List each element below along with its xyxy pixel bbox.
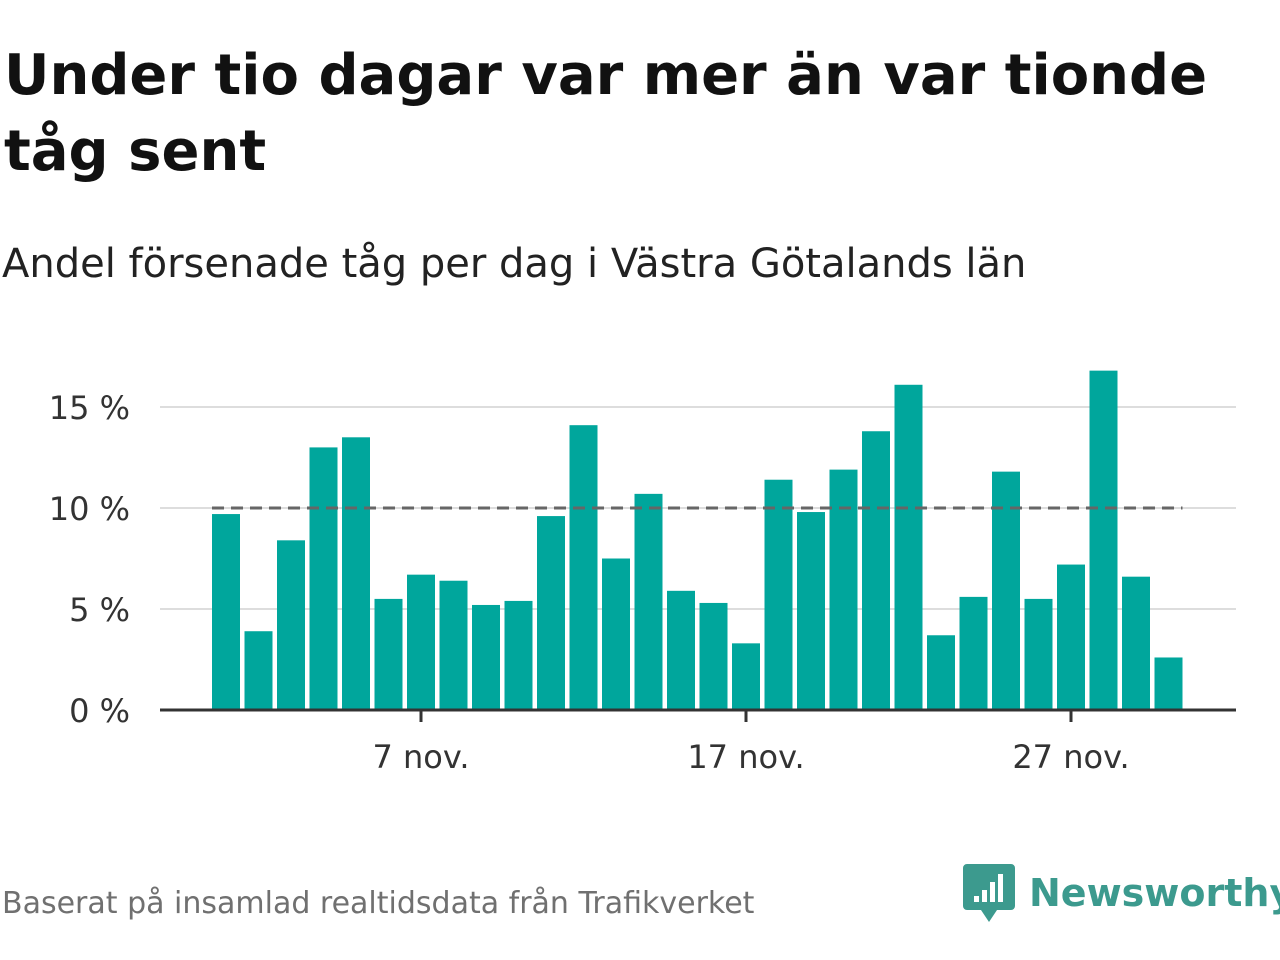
bar (569, 425, 598, 710)
y-tick-label: 5 % (69, 591, 130, 629)
chart-title: Under tio dagar var mer än var tionde tå… (4, 43, 1208, 184)
bar (699, 602, 728, 710)
bar (1122, 576, 1150, 710)
x-tick-label: 17 nov. (687, 738, 804, 776)
bar (277, 540, 305, 710)
bar (667, 590, 695, 710)
bar (1154, 657, 1183, 710)
newsworthy-logo-icon (963, 864, 1015, 922)
x-tick-label: 27 nov. (1012, 738, 1129, 776)
bar (1057, 564, 1085, 710)
chart-subtitle: Andel försenade tåg per dag i Västra Göt… (2, 241, 1027, 287)
bar (894, 384, 923, 710)
bar (1089, 370, 1118, 710)
bar (992, 471, 1020, 710)
bar (602, 558, 630, 710)
bars (212, 370, 1183, 710)
bar (439, 580, 468, 710)
bar (472, 604, 500, 710)
bar (732, 643, 760, 710)
bar (504, 600, 533, 710)
bar (374, 598, 403, 710)
bar (244, 631, 273, 710)
bar (407, 574, 435, 710)
y-tick-label: 10 % (49, 490, 130, 528)
brand-name: Newsworthy (1029, 871, 1280, 915)
bar (342, 437, 370, 710)
bar (537, 516, 565, 710)
bar (764, 479, 793, 710)
bar (862, 431, 890, 710)
x-tick-label: 7 nov. (372, 738, 469, 776)
bar (797, 512, 825, 710)
bar (927, 635, 955, 710)
bar (212, 514, 240, 710)
bar (829, 469, 858, 710)
y-tick-label: 0 % (69, 692, 130, 730)
y-tick-label: 15 % (49, 389, 130, 427)
brand-logo: Newsworthy (963, 862, 1280, 924)
source-note: Baserat på insamlad realtidsdata från Tr… (2, 886, 755, 921)
axes: 0 % 5 % 10 % 15 % 7 nov. 17 nov. 27 nov. (49, 389, 1236, 776)
bar (1024, 598, 1053, 710)
bar (959, 596, 988, 710)
bar (634, 493, 663, 710)
bar (309, 447, 338, 710)
